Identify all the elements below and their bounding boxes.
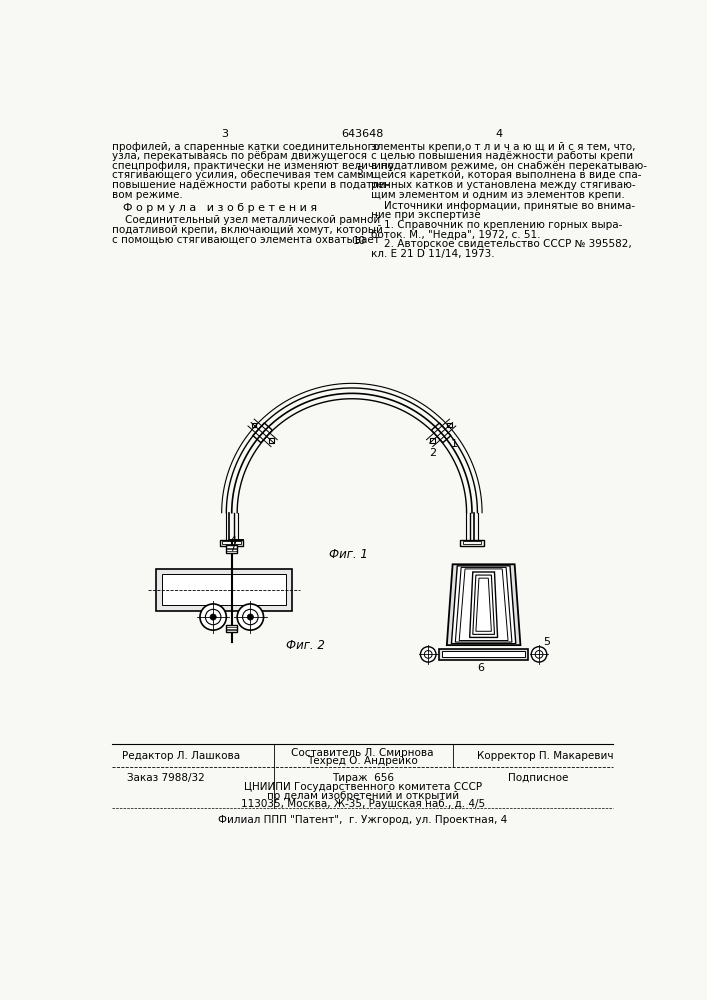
Circle shape [535,651,543,658]
Circle shape [243,609,258,625]
Bar [439,649,528,660]
Text: по делам изобретений и открытий: по делам изобретений и открытий [267,791,459,801]
Text: щейся кареткой, которая выполнена в виде спа-: щейся кареткой, которая выполнена в виде… [371,170,642,180]
Circle shape [421,647,436,662]
Text: 4: 4 [496,129,503,139]
Bar [226,545,237,553]
Text: в податливом режиме, он снабжён перекатываю-: в податливом режиме, он снабжён перекаты… [371,161,647,171]
Bar [223,541,241,544]
Text: 2: 2 [428,448,436,458]
Bar [430,438,435,443]
Text: Ф о р м у л а   и з о б р е т е н и я: Ф о р м у л а и з о б р е т е н и я [123,203,317,213]
Text: элементы крепи,о т л и ч а ю щ и й с я тем, что,: элементы крепи,о т л и ч а ю щ и й с я т… [371,142,636,152]
Text: с помощью стягивающего элемента охватывает: с помощью стягивающего элемента охватыва… [112,234,380,244]
Text: 5: 5 [356,166,363,176]
Text: спецпрофиля, практически не изменяют величину: спецпрофиля, практически не изменяют вел… [112,161,394,171]
Text: Фиг. 2: Фиг. 2 [286,639,325,652]
Bar [269,438,274,443]
Text: ние при экспертизе: ние при экспертизе [371,210,481,220]
Text: Филиал ППП "Патент",  г. Ужгород, ул. Проектная, 4: Филиал ППП "Патент", г. Ужгород, ул. Про… [218,815,508,825]
Bar [462,541,481,544]
Text: ренных катков и установлена между стягиваю-: ренных катков и установлена между стягив… [371,180,636,190]
Text: 6: 6 [477,663,484,673]
Text: кл. Е 21 D 11/14, 1973.: кл. Е 21 D 11/14, 1973. [371,249,495,259]
Text: Фиг. 1: Фиг. 1 [329,548,368,561]
Text: узла, перекатываясь по рёбрам движущегося: узла, перекатываясь по рёбрам движущегос… [112,151,367,161]
Text: Соединительный узел металлической рамной: Соединительный узел металлической рамной [112,215,380,225]
Text: Источники информации, принятые во внима-: Источники информации, принятые во внима- [371,201,636,211]
Bar [156,569,292,611]
Text: с целью повышения надёжности работы крепи: с целью повышения надёжности работы креп… [371,151,633,161]
Text: стягивающего усилия, обеспечивая тем самым: стягивающего усилия, обеспечивая тем сам… [112,170,373,180]
Text: щим элементом и одним из элементов крепи.: щим элементом и одним из элементов крепи… [371,190,625,200]
Polygon shape [455,567,512,642]
Text: Техред О. Андрейко: Техред О. Андрейко [308,756,418,766]
Bar [220,540,243,546]
Text: ЦНИИПИ Государственного комитета СССР: ЦНИИПИ Государственного комитета СССР [244,782,481,792]
Text: 3: 3 [477,600,484,610]
Circle shape [206,609,221,625]
Text: 113035, Москва, Ж-35, Раушская наб., д. 4/5: 113035, Москва, Ж-35, Раушская наб., д. … [240,799,485,809]
Polygon shape [476,578,491,631]
Text: податливой крепи, включающий хомут, который: податливой крепи, включающий хомут, кото… [112,225,382,235]
Bar [448,423,452,427]
Text: Корректор П. Макаревич: Корректор П. Макаревич [477,751,614,761]
Text: Редактор Л. Лашкова: Редактор Л. Лашкова [122,751,240,761]
Text: Подписное: Подписное [508,773,568,783]
Circle shape [200,604,226,630]
Polygon shape [460,569,508,641]
Circle shape [210,614,216,620]
Text: вом режиме.: вом режиме. [112,190,182,200]
Circle shape [531,647,547,662]
Text: боток. М., "Недра", 1972, с. 51.: боток. М., "Недра", 1972, с. 51. [371,230,541,240]
Text: 1: 1 [450,439,457,449]
Bar [460,540,484,546]
Bar [442,651,525,657]
Polygon shape [469,572,498,637]
Text: 1. Справочник по креплению горных выра-: 1. Справочник по креплению горных выра- [371,220,623,230]
Bar [252,423,257,427]
Polygon shape [452,566,516,644]
Polygon shape [473,575,494,634]
Text: Заказ 7988/32: Заказ 7988/32 [127,773,205,783]
Text: 10: 10 [353,235,366,245]
Text: 5: 5 [544,637,551,647]
Text: 643648: 643648 [341,129,383,139]
Polygon shape [447,564,520,645]
Text: 3: 3 [221,129,228,139]
Text: 2. Авторское свидетельство СССР № 395582,: 2. Авторское свидетельство СССР № 395582… [371,239,632,249]
Bar [226,625,237,632]
Text: профилей, а спаренные катки соединительного: профилей, а спаренные катки соединительн… [112,142,379,152]
Text: Составитель Л. Смирнова: Составитель Л. Смирнова [291,748,434,758]
Circle shape [424,651,432,658]
Text: 4: 4 [230,536,237,546]
Circle shape [247,614,253,620]
Text: Тираж  656: Тираж 656 [332,773,394,783]
Bar [162,574,286,605]
Text: повышение надёжности работы крепи в податли-: повышение надёжности работы крепи в пода… [112,180,389,190]
Circle shape [237,604,264,630]
